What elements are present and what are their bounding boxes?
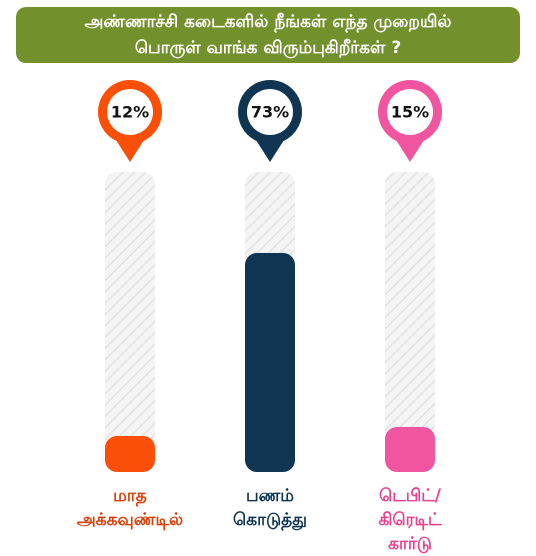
category-label: மாத அக்கவுண்டில் xyxy=(76,486,184,530)
category-label-box: பணம் கொடுத்து xyxy=(195,484,345,532)
pin-inner xyxy=(247,89,293,135)
pin-inner xyxy=(107,89,153,135)
pin xyxy=(116,140,144,162)
value-label: 73% xyxy=(251,103,289,122)
chart-title: அண்ணாச்சி கடைகளில் நீங்கள் எந்த முறையில்… xyxy=(16,7,520,63)
category-label-box: மாத அக்கவுண்டில் xyxy=(55,484,205,532)
pin xyxy=(396,140,424,162)
value-label: 12% xyxy=(111,103,149,122)
bar xyxy=(245,253,295,472)
pin xyxy=(256,140,284,162)
bar xyxy=(105,436,155,472)
pin-inner xyxy=(387,89,433,135)
category-label-box: டெபிட்/கிரெடிட் கார்டு xyxy=(335,484,485,556)
bar-track xyxy=(385,172,435,472)
bar-track xyxy=(105,172,155,472)
bar xyxy=(385,427,435,472)
category-label: டெபிட்/கிரெடிட் கார்டு xyxy=(378,486,442,554)
value-label: 15% xyxy=(391,103,429,122)
category-label: பணம் கொடுத்து xyxy=(233,486,307,530)
